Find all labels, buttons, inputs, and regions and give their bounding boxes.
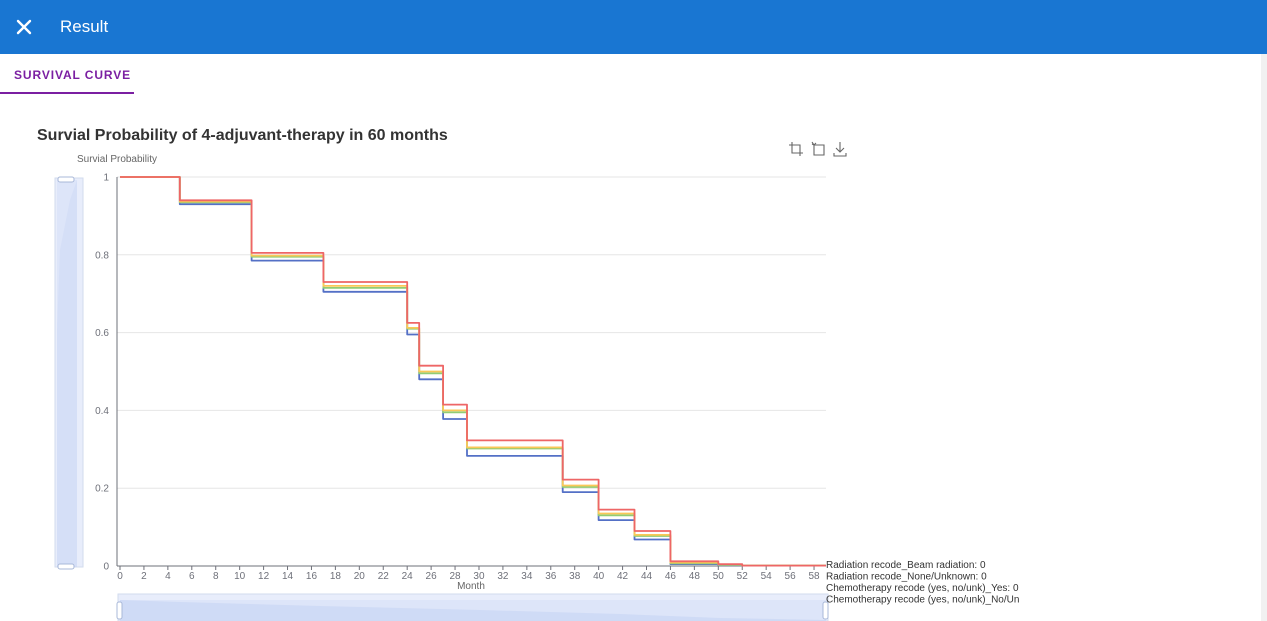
x-tick-label: 8 [213, 571, 219, 582]
tab-survival-curve[interactable]: SURVIVAL CURVE [0, 54, 134, 94]
x-tick-label: 54 [761, 571, 773, 582]
x-tick-label: 2 [141, 571, 147, 582]
x-tick-label: 0 [117, 571, 123, 582]
y-axis-label: Survial Probability [77, 154, 157, 165]
zoom-reset-icon[interactable] [810, 141, 826, 157]
series-line [120, 176, 826, 567]
x-tick-label: 44 [641, 571, 653, 582]
x-tick-label: 16 [306, 571, 318, 582]
x-datazoom-shadow [120, 600, 826, 621]
legend-item[interactable]: Chemotherapy recode (yes, no/unk)_Yes: 0 [826, 583, 1019, 594]
legend-item[interactable]: Radiation recode_None/Unknown: 0 [826, 572, 987, 583]
x-tick-label: 22 [378, 571, 390, 582]
y-tick-label: 1 [103, 173, 109, 184]
x-tick-label: 24 [402, 571, 414, 582]
y-tick-label: 0.6 [95, 328, 109, 339]
y-datazoom-selection[interactable] [57, 180, 77, 566]
x-axis-label: Month [457, 581, 485, 592]
x-tick-label: 4 [165, 571, 171, 582]
series-line [120, 176, 826, 567]
x-tick-label: 14 [282, 571, 294, 582]
legend-item[interactable]: Chemotherapy recode (yes, no/unk)_No/Un [826, 595, 1019, 606]
y-tick-label: 0.2 [95, 484, 109, 495]
dialog-title: Result [60, 17, 109, 36]
chart-title: Survial Probability of 4-adjuvant-therap… [37, 127, 448, 144]
x-datazoom-handle-right[interactable] [822, 601, 829, 620]
app-bar: Result [0, 0, 1267, 54]
y-tick-label: 0.4 [95, 406, 109, 417]
y-tick-label: 0.8 [95, 250, 109, 261]
x-datazoom-handle-left[interactable] [116, 601, 123, 620]
x-tick-label: 10 [234, 571, 246, 582]
tab-label: SURVIVAL CURVE [14, 68, 132, 82]
x-tick-label: 38 [569, 571, 581, 582]
x-tick-label: 34 [521, 571, 533, 582]
y-tick-label: 0 [103, 562, 109, 573]
y-datazoom-handle-bottom[interactable] [57, 563, 75, 570]
series-line [120, 176, 826, 567]
scrollbar[interactable] [1261, 54, 1267, 621]
x-tick-label: 42 [617, 571, 629, 582]
x-tick-label: 50 [713, 571, 725, 582]
download-icon[interactable] [832, 141, 848, 157]
x-tick-label: 6 [189, 571, 195, 582]
x-tick-label: 12 [258, 571, 270, 582]
x-tick-label: 48 [689, 571, 701, 582]
x-tick-label: 20 [354, 571, 366, 582]
x-tick-label: 36 [545, 571, 557, 582]
close-icon[interactable] [12, 15, 36, 39]
x-tick-label: 46 [665, 571, 677, 582]
legend-item[interactable]: Radiation recode_Beam radiation: 0 [826, 560, 986, 571]
zoom-icon[interactable] [788, 141, 804, 157]
y-datazoom-handle-top[interactable] [57, 176, 75, 183]
x-tick-label: 52 [737, 571, 749, 582]
x-tick-label: 18 [330, 571, 342, 582]
tab-indicator [0, 92, 134, 94]
x-tick-label: 28 [449, 571, 461, 582]
x-tick-label: 58 [808, 571, 820, 582]
x-tick-label: 30 [473, 571, 485, 582]
x-tick-label: 32 [497, 571, 509, 582]
x-tick-label: 56 [785, 571, 797, 582]
x-tick-label: 26 [426, 571, 438, 582]
series-line [120, 176, 826, 567]
x-tick-label: 40 [593, 571, 605, 582]
